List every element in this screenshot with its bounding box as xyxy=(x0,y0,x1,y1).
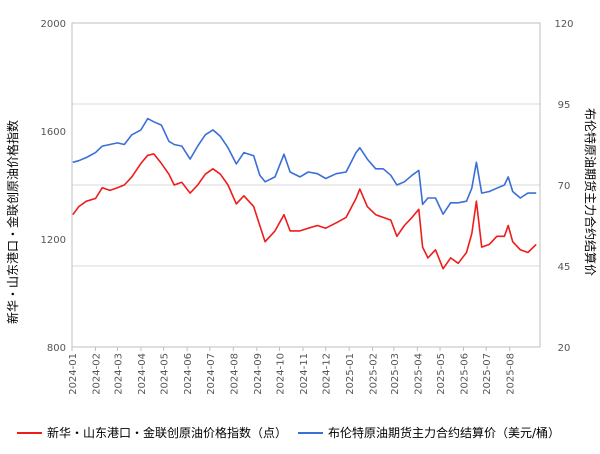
plot-area-frame xyxy=(71,22,541,348)
series-layer xyxy=(72,117,537,270)
right-tick-label-0: 20 xyxy=(558,343,571,354)
left-tick-label-3: 2000 xyxy=(41,19,66,30)
left-tick-label-2: 1600 xyxy=(41,127,66,138)
right-tick-label-3: 95 xyxy=(558,100,571,111)
x-axis-ticks: 2024-01 2024-02 2024-03 2024-04 2024-05 2024-… xyxy=(68,347,517,395)
right-tick-label-2: 70 xyxy=(558,181,571,192)
left-y-axis-title: 新华・山东港口・金联创原油价格指数 xyxy=(5,120,20,324)
right-y-axis-ticks: 20 45 70 95 120 xyxy=(554,19,573,354)
x-tick-label-7: 2024-08 xyxy=(229,353,240,395)
x-tick-label-17: 2025-06 xyxy=(460,353,471,395)
series-line-1 xyxy=(72,153,537,270)
left-tick-label-1: 1200 xyxy=(41,235,66,246)
x-tick-label-13: 2025-02 xyxy=(369,353,380,395)
left-y-axis-ticks: 800 1200 1600 2000 xyxy=(41,19,66,354)
left-tick-label-0: 800 xyxy=(47,343,66,354)
x-tick-label-0: 2024-01 xyxy=(68,353,79,395)
x-tick-label-15: 2025-04 xyxy=(413,353,424,395)
x-tick-label-5: 2024-06 xyxy=(183,353,194,395)
x-tick-label-3: 2024-04 xyxy=(137,353,148,395)
x-tick-label-18: 2025-07 xyxy=(482,353,493,395)
legend-label-series-2: 布伦特原油期货主力合约结算价（美元/桶） xyxy=(328,425,560,440)
x-tick-label-10: 2024-11 xyxy=(299,353,310,395)
series-line-2 xyxy=(72,117,537,215)
x-tick-label-9: 2024-10 xyxy=(275,353,286,395)
right-y-axis-title: 布伦特原油期货主力合约结算价 xyxy=(583,108,598,276)
x-tick-label-14: 2025-03 xyxy=(390,353,401,395)
legend-label-series-1: 新华・山东港口・金联创原油价格指数（点） xyxy=(47,425,287,440)
x-tick-label-12: 2025-01 xyxy=(345,353,356,395)
gridlines xyxy=(72,22,540,348)
x-tick-label-2: 2024-03 xyxy=(113,353,124,395)
x-tick-label-8: 2024-09 xyxy=(253,353,264,395)
x-tick-label-16: 2025-05 xyxy=(436,353,447,395)
x-tick-label-19: 2025-08 xyxy=(506,353,517,395)
x-tick-label-4: 2024-05 xyxy=(160,353,171,395)
legend: 新华・山东港口・金联创原油价格指数（点） 布伦特原油期货主力合约结算价（美元/桶… xyxy=(17,425,560,440)
x-tick-label-6: 2024-07 xyxy=(206,353,217,395)
x-tick-label-11: 2024-12 xyxy=(322,353,333,395)
x-tick-label-1: 2024-02 xyxy=(91,353,102,395)
right-tick-label-1: 45 xyxy=(558,262,571,273)
right-tick-label-4: 120 xyxy=(554,19,573,30)
